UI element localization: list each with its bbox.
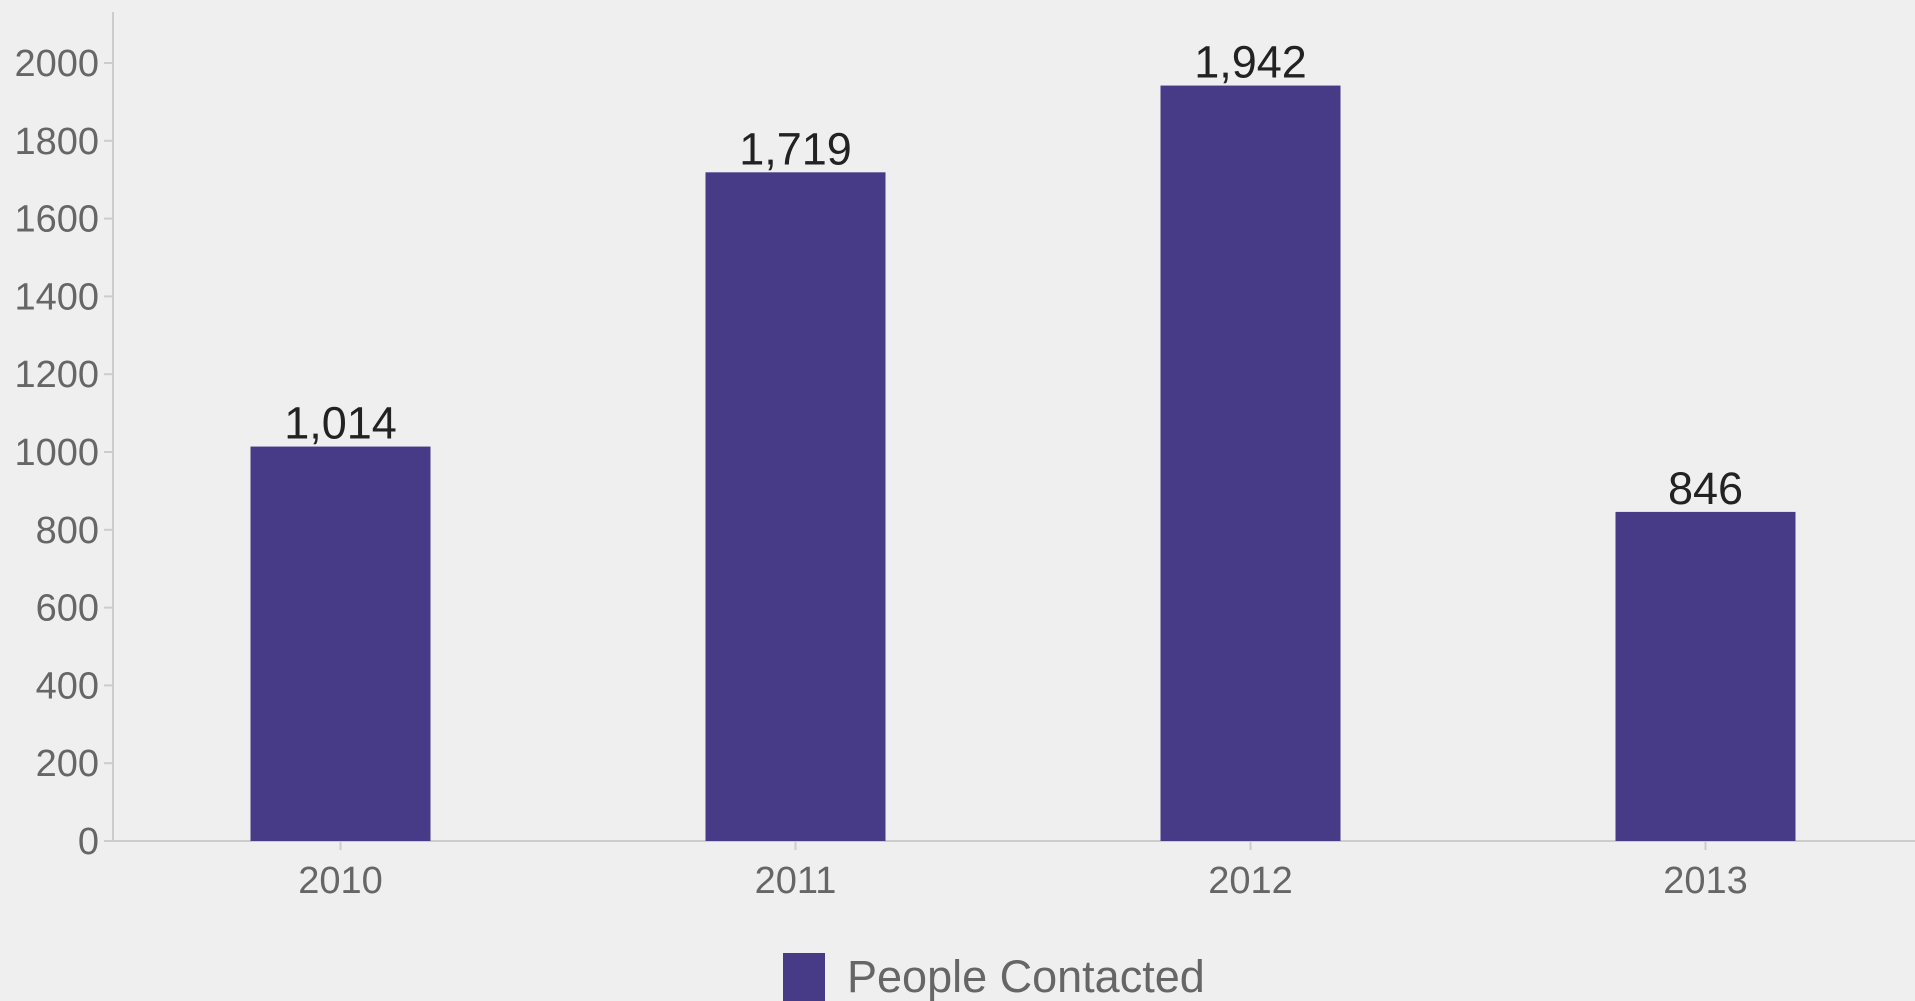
- legend: People Contacted: [783, 951, 1205, 1001]
- y-tick-label: 600: [36, 588, 99, 630]
- bar-2013: [1615, 511, 1796, 841]
- y-tick-label: 1200: [14, 354, 99, 396]
- y-tick-label: 800: [36, 510, 99, 552]
- bar-2011: [705, 172, 886, 841]
- data-label-2010: 1,014: [284, 398, 397, 449]
- y-tick-label: 1800: [14, 121, 99, 163]
- legend-swatch: [783, 953, 825, 1001]
- data-labels: 1,014 1,719 1,942 846: [284, 37, 1743, 514]
- y-tick-label: 2000: [14, 43, 99, 85]
- y-tick-label: 0: [78, 821, 99, 863]
- y-tick-label: 1600: [14, 199, 99, 241]
- y-tick-label: 200: [36, 743, 99, 785]
- x-tick-label: 2010: [298, 860, 383, 902]
- data-label-2013: 846: [1668, 463, 1743, 514]
- y-tick-label: 400: [36, 665, 99, 707]
- bar-2012: [1160, 85, 1341, 841]
- legend-label: People Contacted: [847, 951, 1205, 1001]
- data-label-2012: 1,942: [1194, 37, 1307, 88]
- data-label-2011: 1,719: [739, 123, 852, 174]
- y-tick-label: 1400: [14, 276, 99, 318]
- y-axis: 0 200 400 600 800 1000 1200 1400 1600 1800 2000: [14, 12, 114, 863]
- x-tick-label: 2011: [755, 860, 837, 902]
- bar-2010: [250, 446, 431, 841]
- x-tick-label: 2013: [1663, 860, 1748, 902]
- x-tick-label: 2012: [1208, 860, 1293, 902]
- bar-series: [250, 85, 1796, 841]
- y-tick-label: 1000: [14, 432, 99, 474]
